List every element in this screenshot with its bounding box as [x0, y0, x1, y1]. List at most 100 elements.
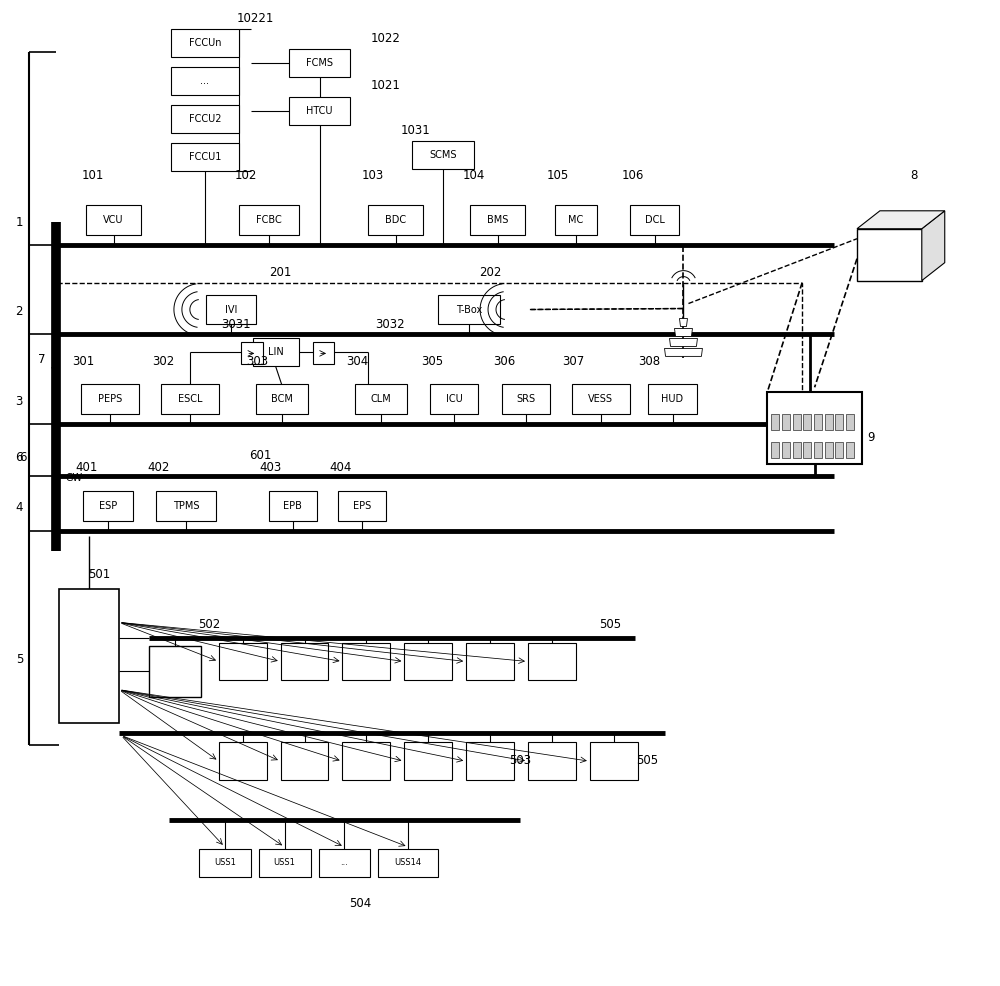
- Text: 304: 304: [346, 355, 369, 369]
- Text: 102: 102: [235, 169, 257, 181]
- Text: 601: 601: [249, 449, 272, 462]
- FancyBboxPatch shape: [171, 30, 239, 57]
- Text: DCL: DCL: [645, 215, 665, 225]
- FancyBboxPatch shape: [206, 295, 256, 324]
- Text: 3032: 3032: [375, 318, 405, 331]
- Text: 505: 505: [637, 754, 659, 767]
- FancyBboxPatch shape: [814, 414, 822, 430]
- FancyBboxPatch shape: [835, 442, 843, 458]
- FancyBboxPatch shape: [782, 414, 790, 430]
- Text: 202: 202: [479, 265, 501, 279]
- Text: FCCU1: FCCU1: [189, 152, 221, 162]
- FancyBboxPatch shape: [289, 49, 350, 77]
- FancyBboxPatch shape: [171, 106, 239, 133]
- Text: 1021: 1021: [370, 79, 400, 92]
- FancyBboxPatch shape: [219, 742, 267, 780]
- FancyBboxPatch shape: [241, 342, 263, 365]
- FancyBboxPatch shape: [342, 643, 390, 680]
- Text: 305: 305: [421, 355, 443, 369]
- FancyBboxPatch shape: [199, 849, 251, 877]
- FancyBboxPatch shape: [466, 742, 514, 780]
- Text: CLM: CLM: [371, 394, 392, 404]
- Text: 302: 302: [152, 355, 174, 369]
- FancyBboxPatch shape: [846, 414, 854, 430]
- Text: 8: 8: [910, 169, 918, 181]
- Text: 308: 308: [639, 355, 661, 369]
- Text: HTCU: HTCU: [306, 106, 333, 116]
- FancyBboxPatch shape: [630, 205, 679, 235]
- FancyBboxPatch shape: [404, 643, 452, 680]
- FancyBboxPatch shape: [368, 205, 423, 235]
- Text: FCCU2: FCCU2: [189, 114, 221, 124]
- FancyBboxPatch shape: [404, 742, 452, 780]
- Polygon shape: [679, 318, 687, 326]
- Text: EPS: EPS: [353, 501, 372, 511]
- Text: VESS: VESS: [588, 394, 613, 404]
- FancyBboxPatch shape: [771, 442, 779, 458]
- FancyBboxPatch shape: [412, 141, 474, 169]
- Text: 501: 501: [88, 568, 110, 581]
- Text: 307: 307: [563, 355, 585, 369]
- FancyBboxPatch shape: [378, 849, 438, 877]
- Text: 2: 2: [16, 306, 23, 318]
- Text: 504: 504: [349, 897, 372, 910]
- Text: LIN: LIN: [268, 347, 284, 357]
- FancyBboxPatch shape: [470, 205, 525, 235]
- Text: 404: 404: [329, 461, 352, 474]
- Text: 4: 4: [16, 501, 23, 514]
- Text: 1: 1: [16, 216, 23, 229]
- FancyBboxPatch shape: [528, 643, 576, 680]
- FancyBboxPatch shape: [256, 385, 308, 414]
- Text: 105: 105: [547, 169, 569, 181]
- Polygon shape: [857, 211, 945, 229]
- FancyBboxPatch shape: [219, 643, 267, 680]
- FancyBboxPatch shape: [355, 385, 407, 414]
- FancyBboxPatch shape: [857, 229, 922, 281]
- Text: 303: 303: [247, 355, 269, 369]
- FancyBboxPatch shape: [338, 491, 386, 521]
- Text: 503: 503: [509, 754, 531, 767]
- Text: 505: 505: [599, 617, 621, 631]
- FancyBboxPatch shape: [171, 67, 239, 95]
- Text: 10221: 10221: [237, 12, 274, 26]
- Text: FCBC: FCBC: [256, 215, 282, 225]
- Text: MC: MC: [568, 215, 583, 225]
- FancyBboxPatch shape: [466, 643, 514, 680]
- Text: IVI: IVI: [225, 305, 237, 315]
- Polygon shape: [922, 211, 945, 281]
- FancyBboxPatch shape: [803, 414, 811, 430]
- Text: BMS: BMS: [487, 215, 508, 225]
- Text: ...: ...: [341, 859, 348, 868]
- Text: 402: 402: [148, 461, 170, 474]
- FancyBboxPatch shape: [590, 742, 638, 780]
- FancyBboxPatch shape: [793, 414, 801, 430]
- Text: BCM: BCM: [271, 394, 293, 404]
- FancyBboxPatch shape: [648, 385, 697, 414]
- Text: T-Box: T-Box: [456, 305, 482, 315]
- Text: 5: 5: [16, 653, 23, 666]
- Polygon shape: [675, 328, 692, 336]
- FancyBboxPatch shape: [319, 849, 370, 877]
- FancyBboxPatch shape: [156, 491, 216, 521]
- FancyBboxPatch shape: [269, 491, 317, 521]
- FancyBboxPatch shape: [835, 414, 843, 430]
- Text: FCMS: FCMS: [306, 58, 333, 68]
- Text: 6: 6: [19, 451, 27, 464]
- Text: 502: 502: [198, 617, 220, 631]
- Text: 9: 9: [867, 431, 875, 444]
- Text: EPB: EPB: [283, 501, 302, 511]
- Text: 3031: 3031: [221, 318, 251, 331]
- FancyBboxPatch shape: [803, 442, 811, 458]
- Text: 103: 103: [361, 169, 383, 181]
- Text: 6: 6: [16, 451, 23, 464]
- Text: 306: 306: [493, 355, 515, 369]
- Text: VCU: VCU: [103, 215, 124, 225]
- Text: SRS: SRS: [516, 394, 535, 404]
- Text: 403: 403: [260, 461, 282, 474]
- FancyBboxPatch shape: [814, 442, 822, 458]
- FancyBboxPatch shape: [782, 442, 790, 458]
- FancyBboxPatch shape: [846, 442, 854, 458]
- FancyBboxPatch shape: [825, 442, 833, 458]
- Text: ESCL: ESCL: [178, 394, 202, 404]
- Text: ICU: ICU: [446, 394, 463, 404]
